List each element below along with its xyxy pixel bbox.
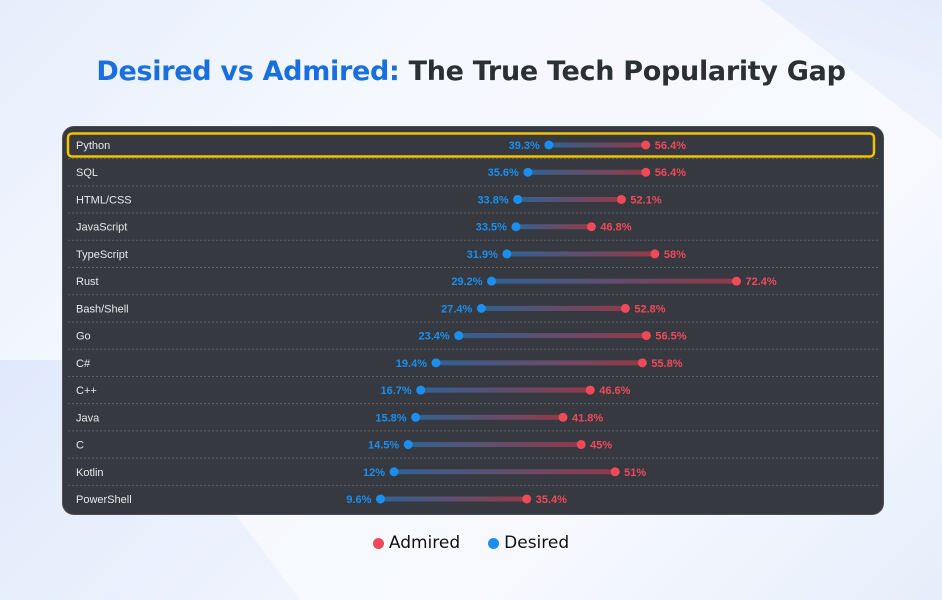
category-label: Kotlin [76, 467, 104, 479]
admired-value-label: 56.4% [655, 167, 686, 179]
dumbbell-bar [515, 224, 592, 230]
chart-panel: Python 39.3% 56.4% SQL 35.6% 56.4% HTML/CSS 33.… [62, 126, 884, 515]
admired-value-label: 55.8% [651, 358, 682, 370]
desired-value-label: 39.3% [509, 140, 540, 152]
admired-point [576, 440, 586, 450]
desired-value-label: 31.9% [467, 249, 498, 261]
admired-value-label: 46.8% [600, 222, 631, 234]
legend: Admired Desired [0, 533, 942, 553]
dumbbell-bar [420, 387, 591, 393]
dumbbell-bar [408, 442, 582, 448]
admired-value-label: 56.4% [655, 140, 686, 152]
desired-point [513, 194, 523, 204]
category-label: PowerShell [76, 494, 132, 506]
dumbbell-chart: Python 39.3% 56.4% SQL 35.6% 56.4% HTML/CSS 33.… [66, 132, 878, 506]
category-label: Java [76, 412, 100, 424]
category-label: C [76, 440, 84, 452]
desired-point [487, 276, 497, 286]
admired-point [650, 249, 660, 259]
desired-point [403, 440, 413, 450]
desired-dot-icon [488, 537, 500, 549]
admired-value-label: 45% [590, 440, 612, 452]
admired-point [641, 331, 651, 341]
admired-point [637, 358, 647, 368]
dumbbell-bar [435, 360, 643, 366]
admired-dot-icon [372, 537, 384, 549]
admired-point [616, 194, 626, 204]
legend-item-admired: Admired [372, 533, 461, 553]
dumbbell-bar [415, 414, 564, 420]
legend-label: Desired [504, 533, 570, 553]
desired-point [511, 222, 521, 232]
highlight-outline [66, 132, 876, 158]
category-label: JavaScript [76, 222, 127, 234]
dumbbell-bar [380, 496, 527, 502]
category-label: Python [76, 140, 110, 152]
desired-value-label: 19.4% [396, 358, 427, 370]
desired-point [523, 167, 533, 177]
admired-value-label: 41.8% [572, 412, 603, 424]
desired-point [416, 385, 426, 395]
admired-value-label: 56.5% [655, 331, 686, 343]
desired-point [454, 331, 464, 341]
admired-point [620, 303, 630, 313]
desired-point [502, 249, 512, 259]
admired-point [641, 167, 651, 177]
desired-point [411, 412, 421, 422]
category-label: Go [76, 331, 91, 343]
desired-point [431, 358, 441, 368]
dumbbell-bar [481, 305, 626, 311]
category-label: TypeScript [76, 249, 128, 261]
desired-value-label: 16.7% [380, 385, 411, 397]
desired-value-label: 12% [363, 467, 385, 479]
admired-point [610, 467, 620, 477]
category-label: C++ [76, 385, 97, 397]
desired-value-label: 23.4% [418, 331, 449, 343]
desired-value-label: 33.5% [476, 222, 507, 234]
admired-value-label: 52.8% [634, 303, 665, 315]
desired-point [375, 494, 385, 504]
desired-value-label: 35.6% [488, 167, 519, 179]
legend-item-desired: Desired [488, 533, 569, 553]
dumbbell-bar [527, 169, 646, 175]
dumbbell-bar [548, 142, 646, 148]
admired-value-label: 35.4% [536, 494, 567, 506]
admired-point [732, 276, 742, 286]
category-label: HTML/CSS [76, 194, 132, 206]
admired-point [558, 412, 568, 422]
desired-value-label: 27.4% [441, 303, 472, 315]
dumbbell-bar [394, 469, 616, 475]
desired-point [544, 140, 554, 150]
title-rest: The True Tech Popularity Gap [399, 56, 846, 87]
admired-point [586, 222, 596, 232]
dumbbell-bar [458, 333, 647, 339]
admired-point [585, 385, 595, 395]
admired-value-label: 51% [624, 467, 646, 479]
category-label: Rust [76, 276, 99, 288]
desired-value-label: 9.6% [346, 494, 371, 506]
desired-point [476, 303, 486, 313]
legend-label: Admired [388, 533, 461, 553]
dumbbell-bar [506, 251, 655, 257]
admired-value-label: 58% [664, 249, 686, 261]
dumbbell-bar [491, 278, 737, 284]
chart-title: Desired vs Admired: The True Tech Popula… [0, 56, 942, 87]
admired-point [522, 494, 532, 504]
category-label: C# [76, 358, 91, 370]
title-highlight: Desired vs Admired: [96, 56, 400, 87]
desired-point [389, 467, 399, 477]
desired-value-label: 14.5% [368, 440, 399, 452]
desired-value-label: 15.8% [375, 412, 406, 424]
category-label: SQL [76, 167, 98, 179]
admired-value-label: 72.4% [746, 276, 777, 288]
admired-value-label: 52.1% [630, 194, 661, 206]
desired-value-label: 29.2% [451, 276, 482, 288]
desired-value-label: 33.8% [477, 194, 508, 206]
dumbbell-bar [517, 196, 622, 202]
category-label: Bash/Shell [76, 303, 129, 315]
admired-point [641, 140, 651, 150]
admired-value-label: 46.6% [599, 385, 630, 397]
